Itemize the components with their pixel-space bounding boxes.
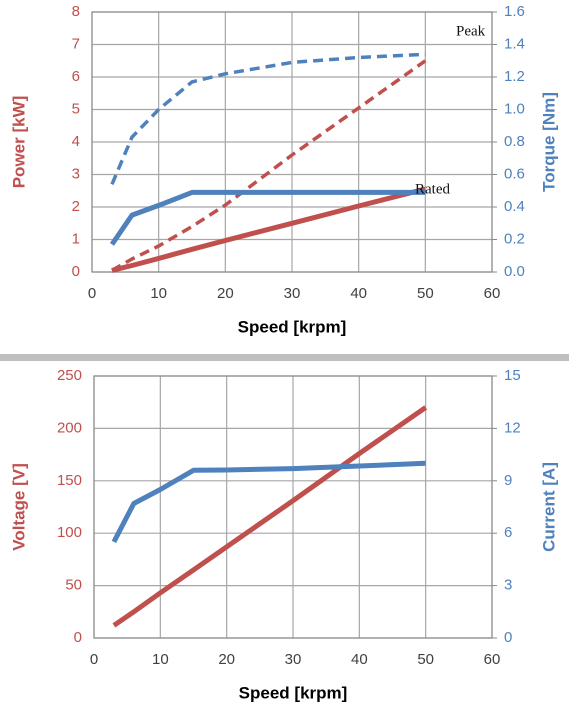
y2-axis-label: Torque [Nm] — [539, 92, 558, 192]
x-tick-label: 60 — [484, 651, 501, 668]
x-tick-label: 10 — [150, 285, 167, 302]
y-tick-label: 4 — [72, 133, 80, 150]
y-tick-label: 1 — [72, 230, 80, 247]
series-line — [112, 405, 428, 628]
y-tick-label: 8 — [72, 3, 80, 20]
y2-axis-label: Current [A] — [539, 462, 558, 552]
y-tick-label: 200 — [57, 419, 82, 436]
x-tick-label: 30 — [284, 285, 301, 302]
y-tick-label: 150 — [57, 472, 82, 489]
y2-tick-label: 1.0 — [504, 100, 525, 117]
x-tick-label: 50 — [417, 285, 434, 302]
y2-tick-label: 1.2 — [504, 68, 525, 85]
x-tick-label: 20 — [218, 651, 235, 668]
series-line — [111, 186, 426, 273]
y-tick-label: 7 — [72, 35, 80, 52]
x-tick-label: 30 — [285, 651, 302, 668]
annotation: Peak — [456, 23, 486, 39]
y2-tick-label: 6 — [504, 524, 512, 541]
x-tick-label: 10 — [152, 651, 169, 668]
y-tick-label: 2 — [72, 198, 80, 215]
y-tick-label: 0 — [74, 629, 82, 646]
y-tick-label: 250 — [57, 367, 82, 384]
y2-tick-label: 0.8 — [504, 133, 525, 150]
y-tick-label: 6 — [72, 68, 80, 85]
x-tick-label: 20 — [217, 285, 234, 302]
y-tick-label: 50 — [65, 577, 82, 594]
series-line — [111, 460, 426, 544]
y2-tick-label: 12 — [504, 419, 521, 436]
separator — [0, 354, 569, 361]
y2-tick-label: 1.6 — [504, 3, 525, 20]
x-tick-label: 0 — [88, 285, 96, 302]
annotation: Rated — [415, 181, 450, 197]
plot-frame — [93, 375, 493, 639]
y-tick-label: 100 — [57, 524, 82, 541]
x-tick-label: 40 — [351, 651, 368, 668]
y2-tick-label: 9 — [504, 472, 512, 489]
y-tick-label: 3 — [72, 165, 80, 182]
series-line — [110, 52, 426, 185]
y2-tick-label: 0.6 — [504, 165, 525, 182]
x-tick-label: 40 — [350, 285, 367, 302]
y2-tick-label: 0.2 — [504, 230, 525, 247]
y-axis-label: Voltage [V] — [9, 463, 28, 551]
x-axis-label: Speed [krpm] — [239, 683, 348, 702]
y2-tick-label: 0.0 — [504, 263, 525, 280]
y2-tick-label: 3 — [504, 577, 512, 594]
y2-tick-label: 1.4 — [504, 35, 525, 52]
y2-tick-label: 0 — [504, 629, 512, 646]
y-tick-label: 5 — [72, 100, 80, 117]
y-axis-label: Power [kW] — [9, 96, 28, 189]
series-line — [109, 189, 426, 246]
plot-frame — [91, 11, 493, 273]
x-axis-label: Speed [krpm] — [238, 317, 347, 336]
x-tick-label: 0 — [90, 651, 98, 668]
x-tick-label: 50 — [417, 651, 434, 668]
x-tick-label: 60 — [484, 285, 501, 302]
y2-tick-label: 0.4 — [504, 198, 525, 215]
y-tick-label: 0 — [72, 263, 80, 280]
y2-tick-label: 15 — [504, 367, 521, 384]
